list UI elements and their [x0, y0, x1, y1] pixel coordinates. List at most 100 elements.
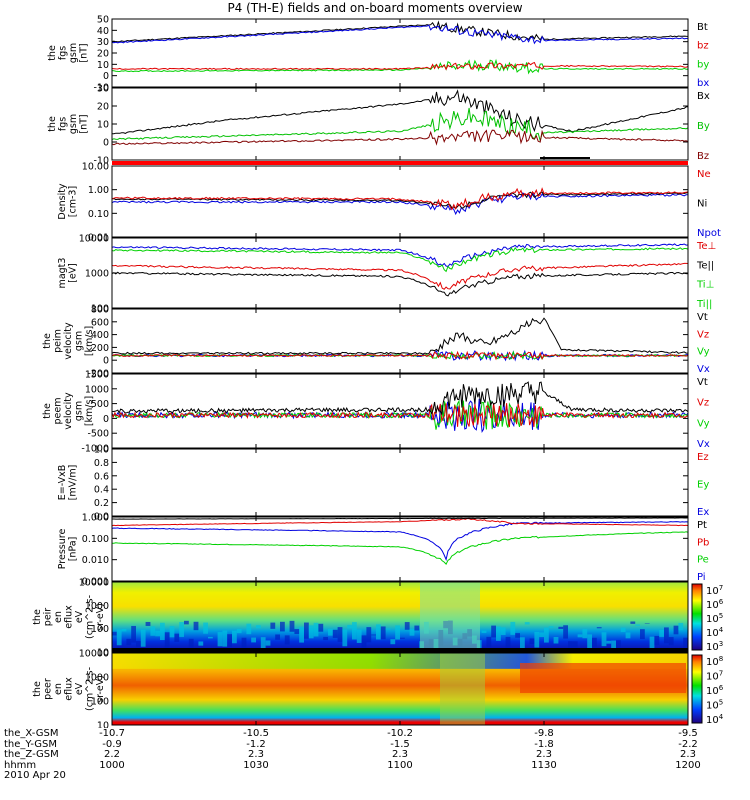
spectrogram-cell	[505, 636, 511, 652]
footer-row: hhmm 1000 1030 1100 1130 1200	[4, 759, 701, 772]
spectrogram-cell	[568, 641, 573, 652]
spectrogram-cell	[625, 632, 631, 639]
spectrogram-cell	[164, 632, 170, 650]
ytick-label: 0.010	[82, 555, 109, 566]
ylabel-line: velocity	[63, 322, 74, 360]
spectrogram-cell	[227, 634, 232, 648]
plot-area-fgs	[112, 20, 688, 75]
spectrogram-cell	[592, 637, 597, 648]
series-Ne	[112, 187, 688, 211]
spectrogram-cell	[150, 626, 156, 636]
panel-temperature: magt3[eV] 10000 1000 100 Te⊥ Te|| Ti⊥ Ti||	[57, 234, 716, 315]
spectrogram-cell	[275, 634, 280, 640]
ylabel-line: (cm^2-s-	[85, 667, 96, 711]
spectrogram-cell	[193, 621, 199, 631]
spectrogram-cell	[664, 627, 669, 644]
spectrogram-cell	[323, 636, 328, 641]
ylabel-line: Density	[57, 183, 68, 219]
legend-Te⊥: Te⊥	[696, 241, 716, 252]
panel-frame	[111, 18, 689, 88]
ylabel-ion-spectrogram: thepeirenefluxeV(cm^2-s-sr-eV)	[32, 595, 106, 639]
plot-area-fgs-gse	[112, 89, 688, 146]
series-Ti-par	[112, 246, 688, 273]
spectrogram-cell	[510, 621, 516, 635]
spectrogram-cell	[179, 622, 184, 637]
ytick-label: 100	[91, 304, 109, 315]
ylabel-line: eV	[74, 610, 85, 623]
spectrogram-cell	[630, 621, 636, 624]
spectrogram-cell	[366, 627, 372, 643]
ytick-label: 1000	[85, 601, 109, 612]
ylabel-line: [km/s]	[84, 396, 95, 426]
spectrogram-cell	[601, 632, 607, 647]
ylabel-line: eV	[74, 682, 85, 695]
spectrogram-cell	[260, 637, 266, 650]
colorbar-tick: 106	[706, 684, 724, 697]
ylabel-line: E=-VxB	[57, 465, 68, 500]
spectrogram-cell	[420, 582, 480, 652]
ylabel-line: [km/s]	[84, 326, 95, 356]
spectrogram-cell	[654, 635, 660, 646]
panel-peem-velocity: thepeemvelocitygsm[km/s] 1500 1000 500 0 -500…	[42, 370, 710, 455]
ylabel-line: gsm	[68, 43, 79, 63]
spectrogram-cell	[496, 626, 501, 641]
series-Npot	[112, 192, 688, 216]
spectrogram-cell	[332, 629, 338, 638]
footer-value: -0.9	[102, 738, 122, 750]
plot-area-ion-spectrogram	[112, 582, 688, 652]
ytick-label: 100	[91, 697, 109, 708]
colorbar-tick: 103	[706, 640, 723, 653]
spectrogram-cell	[328, 629, 333, 636]
ylabel-line: Pressure	[57, 529, 68, 570]
ytick-label: 1.0	[94, 445, 109, 456]
colorbar-tick: 108	[706, 655, 723, 668]
footer-row: the_Z-GSM 2.2 2.3 2.3 2.3 2.3	[4, 750, 696, 761]
legend-Ti⊥: Ti⊥	[696, 280, 714, 291]
ytick-label: 100	[91, 624, 109, 635]
spectrogram-cell	[265, 640, 271, 646]
spectrogram-cell	[160, 622, 165, 641]
spectrogram-cell	[136, 641, 141, 648]
spectrogram-cell	[640, 629, 645, 640]
ylabel-line: gsm	[74, 331, 85, 351]
spectrogram-cell	[491, 625, 496, 638]
footer-value: 2.3	[536, 749, 552, 761]
spectrogram-cell	[126, 638, 132, 646]
panel-frame	[111, 448, 689, 517]
footer-row-label: hhmm	[4, 759, 37, 771]
ytick-label: 0	[103, 414, 109, 425]
ylabel-line: [nT]	[79, 114, 90, 133]
ylabel-line: eflux	[64, 605, 75, 629]
spectrogram-cell	[596, 627, 602, 629]
ytick-label: 10	[97, 60, 109, 71]
spectrogram-cell	[611, 640, 616, 651]
spectrogram-cell	[184, 620, 189, 625]
ylabel-line: (cm^2-s-	[85, 595, 96, 639]
spectrogram-cell	[352, 622, 357, 640]
plot-area-temperature	[112, 243, 688, 297]
spectrogram-cell	[520, 663, 686, 693]
spectrogram-cell	[515, 633, 520, 638]
ylabel-line: [nPa]	[68, 537, 79, 562]
series-Vz	[112, 350, 688, 361]
colorbar	[691, 654, 703, 724]
multi-panel-chart: thefgsgsm[nT]50403020100-10Btbzbybxthefg…	[32, 15, 724, 729]
spectrogram-cell	[241, 637, 247, 651]
footer-value: -2.2	[678, 738, 698, 750]
spectrogram-cell	[371, 634, 376, 636]
spectrogram-cell	[337, 627, 343, 642]
ytick-label: 0.2	[94, 498, 109, 509]
ylabel-line: en	[53, 611, 64, 623]
spectrogram-cell	[659, 629, 664, 637]
spectrogram-cell	[236, 629, 242, 634]
spectrogram-cell	[673, 625, 679, 635]
ytick-label: 10	[97, 648, 109, 659]
legend-Ne: Ne	[697, 169, 711, 180]
spectrogram-cell	[116, 629, 122, 646]
ylabel-line: peir	[43, 608, 54, 627]
spectrogram-cell	[299, 626, 304, 643]
legend-By: By	[697, 121, 710, 132]
colorbar	[691, 583, 703, 651]
legend-Vx: Vx	[697, 364, 710, 375]
